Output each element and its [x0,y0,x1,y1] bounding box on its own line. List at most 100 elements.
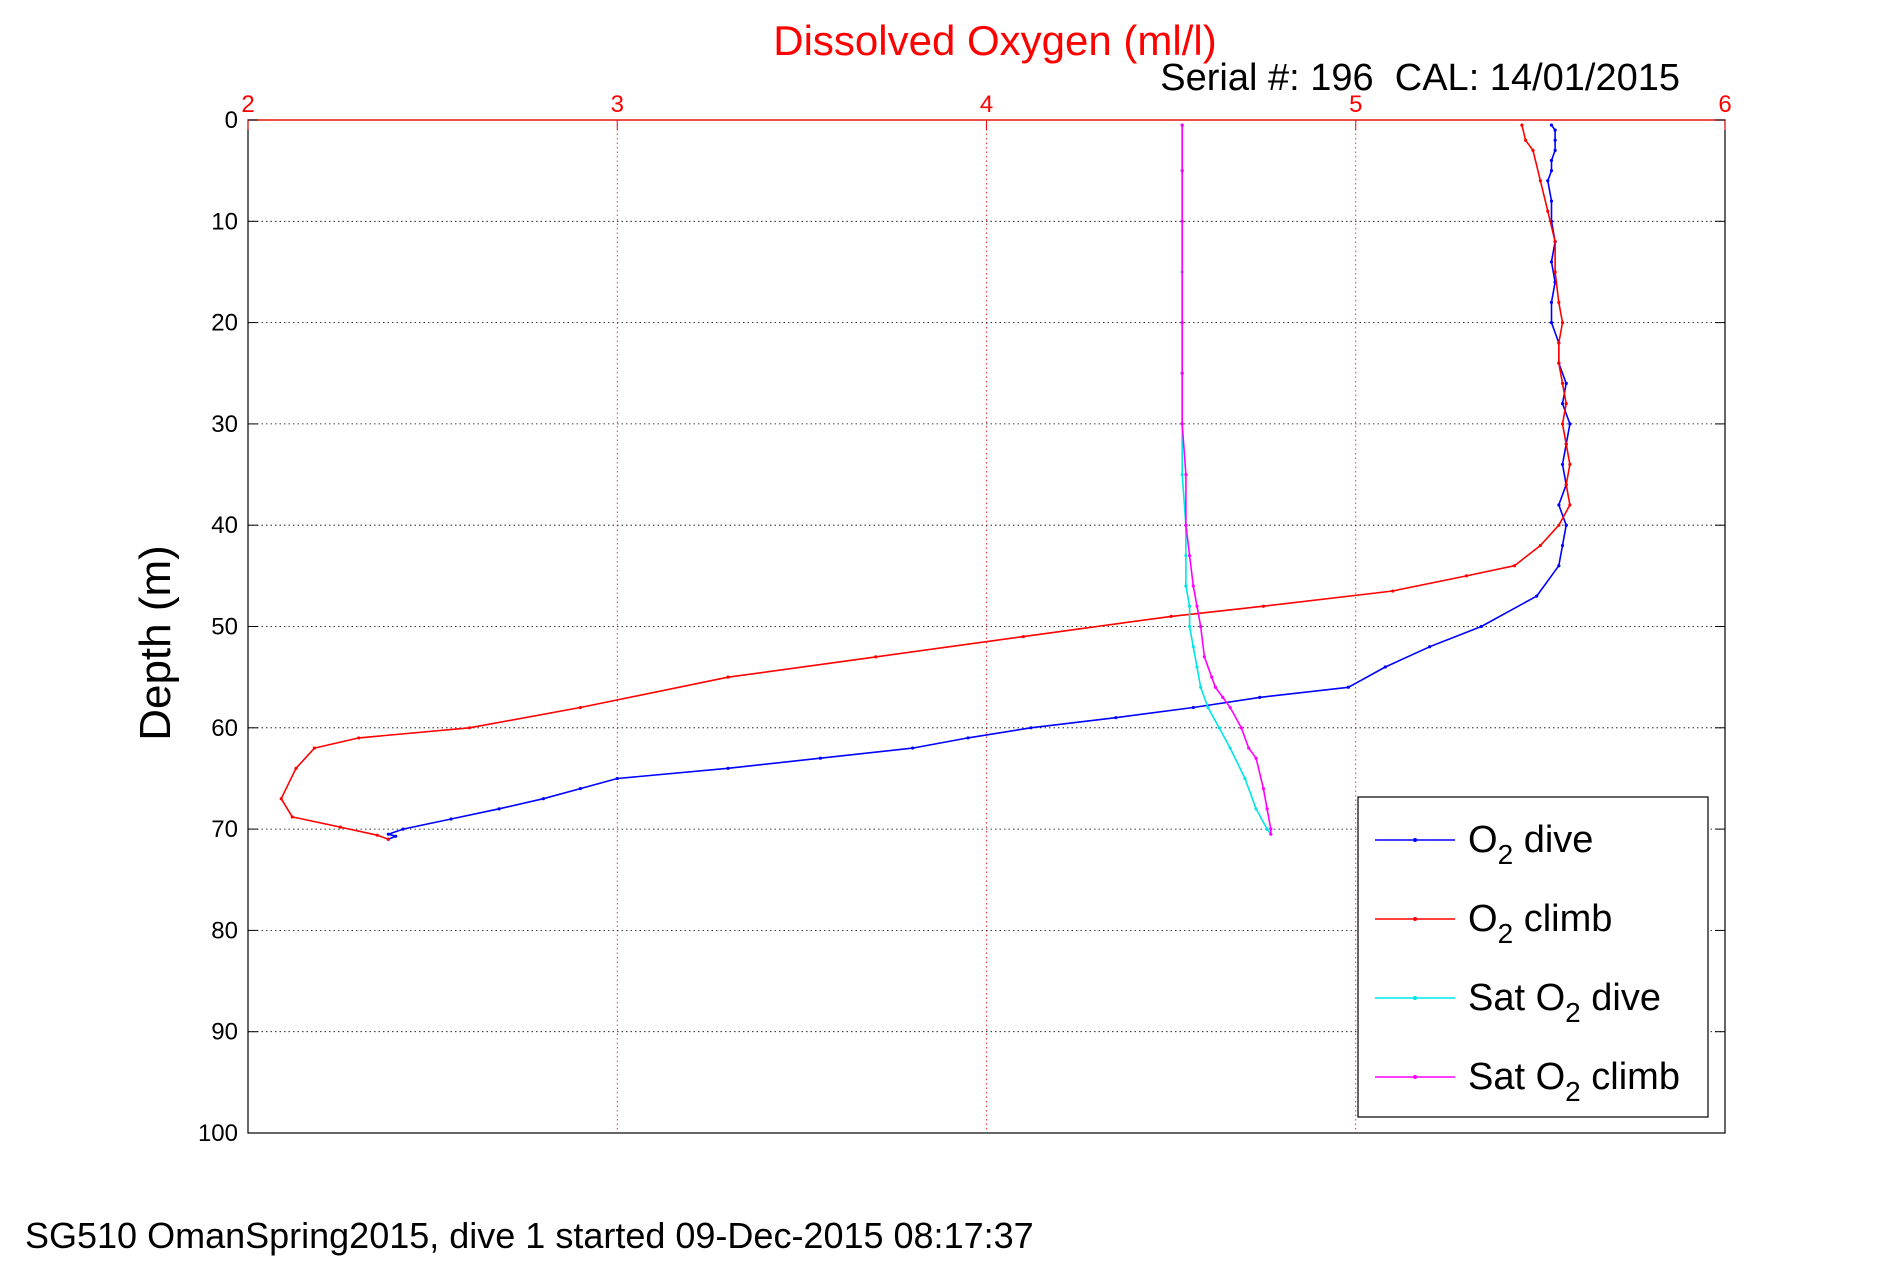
data-point-o2-dive [1560,402,1565,406]
y-tick-label: 30 [211,411,238,438]
data-point-sat-o2-climb [1180,371,1184,375]
chart-subtitle: Serial #: 196 CAL: 14/01/2015 [1160,57,1680,99]
data-point-sat-o2-climb [1269,827,1273,831]
data-point-o2-climb [1568,462,1572,467]
data-point-o2-climb [1546,209,1550,213]
data-point-sat-o2-climb [1239,726,1243,730]
legend-marker-o2-climb [1413,917,1417,921]
data-point-o2-dive [1114,716,1118,720]
data-point-o2-dive [401,827,405,831]
data-point-o2-climb [1169,614,1173,618]
data-point-o2-dive [1560,462,1565,467]
series-line-o2-climb [280,124,1571,840]
data-point-sat-o2-dive [1228,746,1232,750]
data-point-o2-climb [1538,179,1542,183]
data-point-sat-o2-dive [1199,685,1203,689]
data-point-o2-climb [1553,239,1557,244]
data-point-o2-dive [1560,543,1565,548]
data-point-sat-o2-climb [1195,604,1199,608]
data-point-sat-o2-climb [1261,786,1266,791]
data-point-sat-o2-dive [1243,776,1247,781]
data-point-sat-o2-climb [1210,675,1214,679]
data-point-sat-o2-dive [1254,807,1258,811]
data-point-o2-climb [467,726,472,730]
data-point-o2-dive [1549,158,1554,163]
data-point-sat-o2-climb [1180,123,1184,127]
data-point-o2-climb [1531,148,1535,152]
data-point-o2-climb [1564,483,1568,487]
data-point-o2-dive [1553,148,1557,152]
data-point-o2-dive [966,736,970,740]
y-tick-label: 10 [211,208,238,235]
data-point-o2-dive [1564,381,1568,385]
data-point-o2-dive [615,776,619,781]
x-tick-label: 5 [1349,91,1362,118]
data-point-o2-climb [312,746,317,750]
data-point-sat-o2-climb [1199,624,1203,629]
data-point-o2-dive [449,817,453,821]
data-point-o2-climb [1560,381,1565,385]
data-point-sat-o2-climb [1191,584,1195,588]
data-point-sat-o2-climb [1184,472,1188,477]
data-point-o2-dive [386,832,390,836]
data-point-o2-dive [578,786,582,791]
y-tick-label: 90 [211,1019,238,1046]
grid-lines [248,120,1725,1133]
data-point-sat-o2-dive [1187,604,1192,608]
data-point-o2-dive [911,746,915,750]
y-tick-label: 40 [211,512,238,539]
data-point-sat-o2-climb [1180,422,1184,426]
data-point-o2-dive [1549,300,1554,304]
data-point-sat-o2-dive [1217,726,1221,730]
data-point-o2-climb [338,825,342,829]
data-point-sat-o2-dive [1180,472,1184,477]
legend: O2 dive O2 climb Sat O2 dive Sat O2 climb [1357,796,1709,1118]
data-point-o2-climb [1560,422,1565,426]
data-point-o2-dive [1557,503,1561,507]
data-point-sat-o2-dive [1184,553,1188,558]
data-point-o2-climb [1261,604,1266,608]
data-point-sat-o2-climb [1254,756,1258,760]
data-point-sat-o2-dive [1195,665,1199,669]
data-point-sat-o2-climb [1221,695,1225,700]
data-point-o2-climb [1557,523,1561,527]
data-point-o2-dive [1546,179,1550,183]
data-point-sat-o2-dive [1206,705,1210,710]
data-point-o2-dive [1553,128,1557,132]
data-point-o2-climb [874,655,878,659]
data-point-o2-climb [1557,341,1561,345]
data-point-o2-dive [1557,564,1561,568]
data-point-o2-climb [1520,123,1524,127]
legend-label-o2-dive: O2 dive [1468,819,1593,870]
data-point-o2-climb [290,815,294,819]
data-point-o2-dive [726,766,730,770]
data-point-sat-o2-climb [1247,746,1251,750]
data-point-o2-dive [1428,645,1432,649]
data-point-o2-climb [1557,300,1561,304]
data-point-o2-climb [1568,503,1572,507]
data-point-o2-dive [1191,705,1195,710]
data-point-sat-o2-climb [1180,169,1184,173]
data-point-sat-o2-climb [1184,523,1188,527]
data-point-o2-dive [394,834,398,838]
y-tick-label: 70 [211,816,238,843]
data-point-o2-dive [1553,138,1557,142]
data-point-o2-climb [357,736,361,740]
x-tick-label: 3 [611,91,624,118]
data-point-o2-climb [726,675,730,679]
y-axis-label: Depth (m) [131,545,180,741]
x-tick-label: 6 [1718,91,1731,118]
data-point-o2-dive [1549,169,1554,173]
data-point-o2-dive [1549,260,1554,264]
data-point-o2-climb [1553,270,1557,274]
data-point-o2-climb [1557,361,1561,365]
y-tick-label: 80 [211,917,238,944]
data-point-sat-o2-climb [1202,655,1206,659]
chart-title: Dissolved Oxygen (ml/l) [773,17,1216,64]
data-point-o2-dive [818,756,822,760]
data-point-o2-dive [1029,726,1033,730]
data-point-o2-climb [1564,442,1568,446]
data-point-sat-o2-dive [1191,645,1195,649]
legend-label-sat-o2-dive: Sat O2 dive [1468,977,1661,1028]
